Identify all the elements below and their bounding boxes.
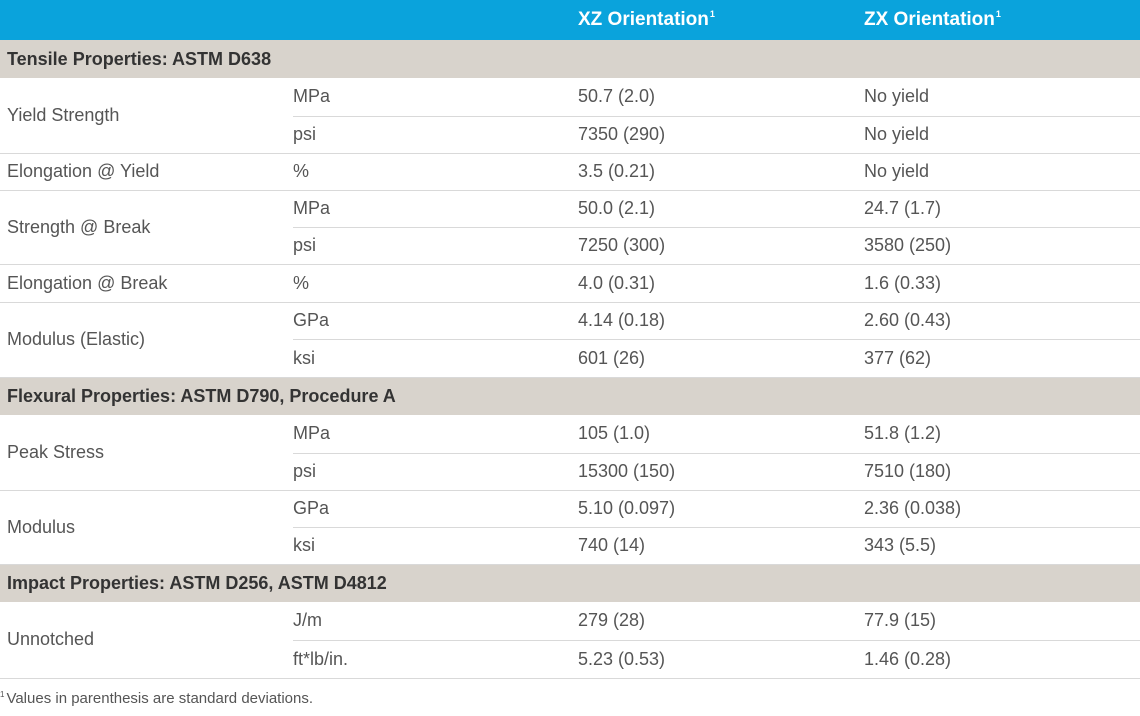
property-name: Peak Stress (0, 415, 293, 491)
header-zx: ZX Orientation1 (864, 0, 1140, 40)
table-row: Unnotched J/m 279 (28) 77.9 (15) (0, 602, 1140, 679)
xz-value-cell: 50.7 (2.0) (578, 78, 864, 117)
table-row: psi 7250 (300) 3580 (250) (0, 227, 1140, 265)
unit-cell: MPa (293, 78, 578, 117)
xz-value-cell: 7250 (300) (578, 227, 864, 265)
property-name: Unnotched (0, 602, 293, 679)
unit-cell: GPa (293, 490, 578, 528)
property-name: Elongation @ Break (0, 264, 293, 303)
footnote-mark: 1 (995, 9, 1001, 19)
zx-value-cell: 3580 (250) (864, 227, 1140, 265)
xz-value-cell: 5.10 (0.097) (578, 490, 864, 528)
zx-value-cell: 51.8 (1.2) (864, 415, 1140, 454)
table-row: ft*lb/in. 5.23 (0.53) 1.46 (0.28) (0, 640, 1140, 679)
xz-value-cell: 3.5 (0.21) (578, 153, 864, 191)
header-zx-label: ZX Orientation (864, 9, 995, 30)
xz-value-cell: 5.23 (0.53) (578, 640, 864, 679)
unit-cell: GPa (293, 302, 578, 340)
section-title: Impact Properties: ASTM D256, ASTM D4812 (7, 572, 387, 593)
section-header-row: Flexural Properties: ASTM D790, Procedur… (0, 377, 1140, 415)
zx-value-cell: No yield (864, 153, 1140, 191)
table-row: Peak Stress MPa 105 (1.0) 51.8 (1.2) (0, 415, 1140, 491)
footnote: 1 Values in parenthesis are standard devi… (0, 690, 313, 707)
table-row: ksi 740 (14) 343 (5.5) (0, 527, 1140, 565)
unit-cell: MPa (293, 415, 578, 454)
unit-cell: psi (293, 227, 578, 265)
header-blank (0, 0, 293, 40)
zx-value-cell: 7510 (180) (864, 453, 1140, 491)
zx-value-cell: No yield (864, 78, 1140, 117)
section-title: Tensile Properties: ASTM D638 (7, 48, 272, 69)
zx-value-cell: 77.9 (15) (864, 602, 1140, 641)
unit-cell: J/m (293, 602, 578, 641)
unit-cell: ksi (293, 339, 578, 378)
zx-value-cell: 343 (5.5) (864, 527, 1140, 565)
xz-value-cell: 601 (26) (578, 339, 864, 378)
xz-value-cell: 7350 (290) (578, 116, 864, 154)
property-name: Yield Strength (0, 78, 293, 154)
unit-cell: % (293, 264, 578, 303)
table-row: Elongation @ Yield% 3.5 (0.21) No yield (0, 153, 1140, 191)
zx-value-cell: 24.7 (1.7) (864, 190, 1140, 228)
table-row: psi 7350 (290) No yield (0, 116, 1140, 154)
zx-value-cell: No yield (864, 116, 1140, 154)
property-name: Elongation @ Yield (0, 153, 293, 191)
property-name: Strength @ Break (0, 190, 293, 265)
section-title: Flexural Properties: ASTM D790, Procedur… (7, 385, 396, 406)
table-row: Elongation @ Break% 4.0 (0.31) 1.6 (0.33) (0, 264, 1140, 303)
unit-cell: MPa (293, 190, 578, 228)
footnote-mark: 1 (0, 690, 5, 699)
table-row: ksi 601 (26) 377 (62) (0, 339, 1140, 378)
zx-value-cell: 1.6 (0.33) (864, 264, 1140, 303)
header-blank (293, 0, 578, 40)
zx-value-cell: 377 (62) (864, 339, 1140, 378)
table-row: Modulus GPa 5.10 (0.097) 2.36 (0.038) (0, 490, 1140, 565)
unit-cell: psi (293, 453, 578, 491)
section-header-row: Tensile Properties: ASTM D638 (0, 40, 1140, 78)
table-row: Yield Strength MPa 50.7 (2.0) No yield (0, 78, 1140, 154)
section-header-row: Impact Properties: ASTM D256, ASTM D4812 (0, 564, 1140, 602)
unit-cell: ft*lb/in. (293, 640, 578, 679)
zx-value-cell: 2.60 (0.43) (864, 302, 1140, 340)
unit-cell: ksi (293, 527, 578, 565)
xz-value-cell: 105 (1.0) (578, 415, 864, 454)
xz-value-cell: 50.0 (2.1) (578, 190, 864, 228)
header-xz: XZ Orientation1 (578, 0, 864, 40)
header-xz-label: XZ Orientation (578, 9, 709, 30)
unit-cell: psi (293, 116, 578, 154)
properties-table: XZ Orientation1 ZX Orientation1 Tensile … (0, 0, 1140, 679)
xz-value-cell: 4.0 (0.31) (578, 264, 864, 303)
header-row: XZ Orientation1 ZX Orientation1 (0, 0, 1140, 40)
table-row: Modulus (Elastic) GPa 4.14 (0.18) 2.60 (0.4… (0, 302, 1140, 378)
footnote-mark: 1 (709, 9, 715, 19)
xz-value-cell: 740 (14) (578, 527, 864, 565)
unit-cell: % (293, 153, 578, 191)
table-row: Strength @ Break MPa 50.0 (2.1) 24.7 (1.7) (0, 190, 1140, 265)
zx-value-cell: 1.46 (0.28) (864, 640, 1140, 679)
zx-value-cell: 2.36 (0.038) (864, 490, 1140, 528)
property-name: Modulus (Elastic) (0, 302, 293, 378)
xz-value-cell: 279 (28) (578, 602, 864, 641)
footnote-text: Values in parenthesis are standard devia… (6, 690, 314, 707)
table-row: psi 15300 (150) 7510 (180) (0, 453, 1140, 491)
property-name: Modulus (0, 490, 293, 565)
xz-value-cell: 15300 (150) (578, 453, 864, 491)
xz-value-cell: 4.14 (0.18) (578, 302, 864, 340)
